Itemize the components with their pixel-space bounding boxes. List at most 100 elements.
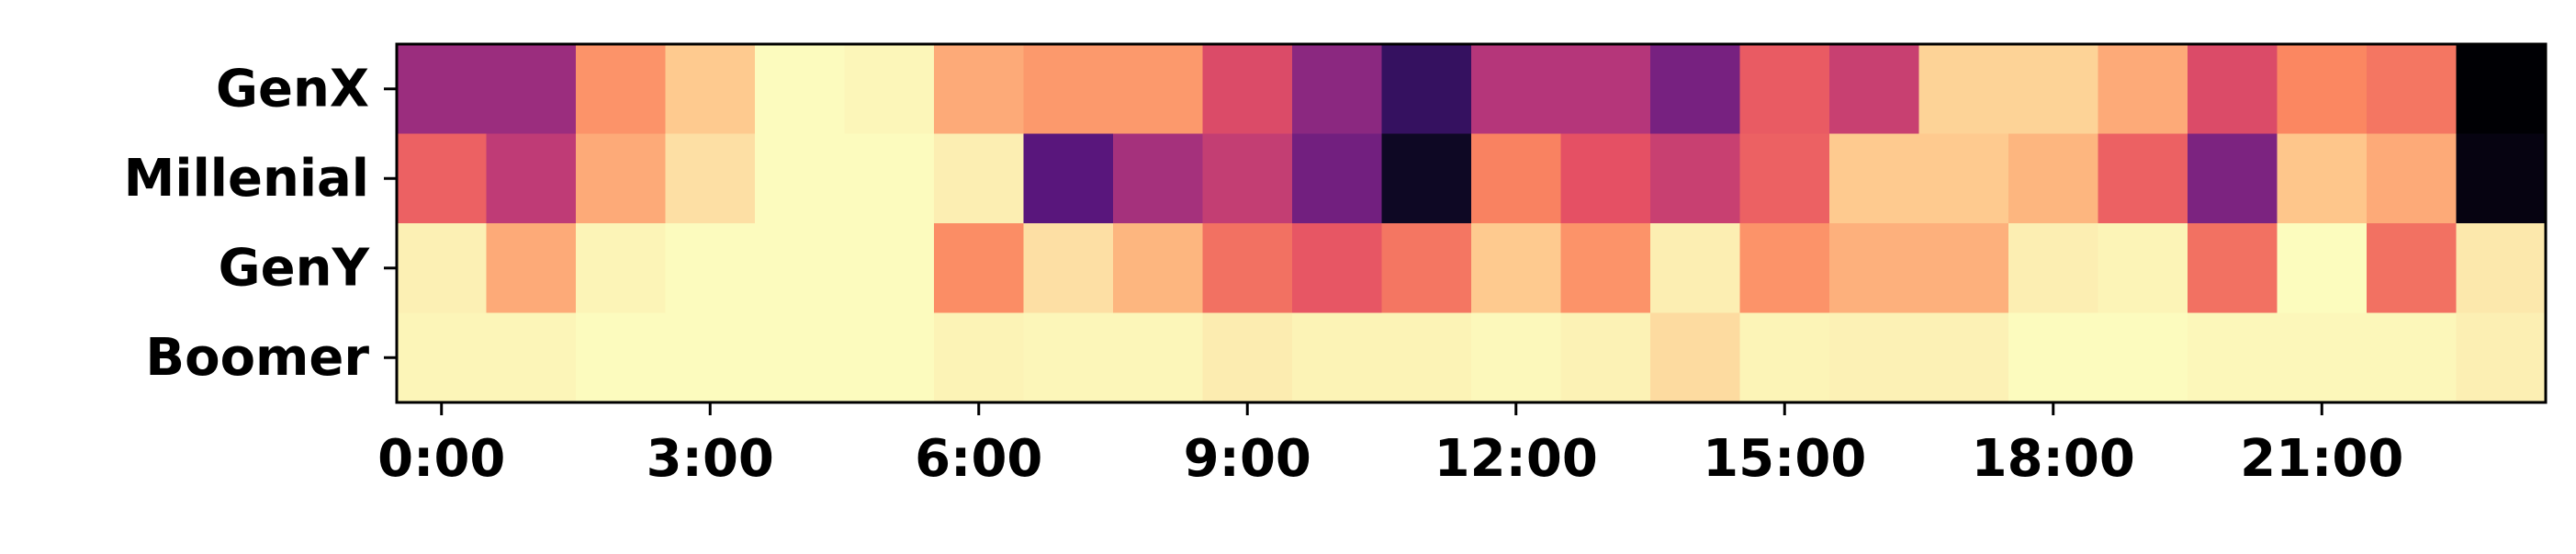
heatmap-cell-boomer-h17	[1918, 312, 2009, 403]
heatmap-cell-genx-h23	[2456, 44, 2547, 135]
heatmap-cell-geny-h2	[576, 223, 667, 314]
x-axis: 0:00 3:00 6:00 9:00 12:00 15:00 18:00 21:00	[377, 402, 2403, 489]
heatmap-cell-millenial-h0	[397, 133, 488, 224]
heatmap-cell-geny-h19	[2098, 223, 2188, 314]
heatmap-cell-boomer-h9	[1202, 312, 1293, 403]
heatmap-cell-geny-h6	[934, 223, 1025, 314]
heatmap-cell-boomer-h16	[1829, 312, 1920, 403]
heatmap-cell-genx-h0	[397, 44, 488, 135]
heatmap-cell-genx-h14	[1650, 44, 1741, 135]
x-tick-label-21: 21:00	[2240, 429, 2403, 489]
heatmap-cell-boomer-h11	[1381, 312, 1472, 403]
heatmap-cell-genx-h15	[1739, 44, 1830, 135]
heatmap-cell-boomer-h1	[486, 312, 577, 403]
heatmap-cell-millenial-h9	[1202, 133, 1293, 224]
heatmap-cell-boomer-h2	[576, 312, 667, 403]
heatmap-cell-geny-h18	[2008, 223, 2099, 314]
heatmap-cell-geny-h14	[1650, 223, 1741, 314]
heatmap-cell-genx-h9	[1202, 44, 1293, 135]
heatmap-cell-millenial-h3	[665, 133, 756, 224]
heatmap-cell-geny-h17	[1918, 223, 2009, 314]
heatmap-cell-boomer-h0	[397, 312, 488, 403]
heatmap-cell-boomer-h22	[2367, 312, 2458, 403]
heatmap-cell-geny-h7	[1023, 223, 1114, 314]
heatmap-cell-millenial-h23	[2456, 133, 2547, 224]
heatmap-cell-genx-h7	[1023, 44, 1114, 135]
y-tick-label-genx: GenX	[216, 59, 369, 119]
heatmap-cell-boomer-h14	[1650, 312, 1741, 403]
heatmap-cell-geny-h16	[1829, 223, 1920, 314]
heatmap-cell-millenial-h22	[2367, 133, 2458, 224]
heatmap-cell-geny-h1	[486, 223, 577, 314]
heatmap-cell-boomer-h7	[1023, 312, 1114, 403]
heatmap-cell-genx-h1	[486, 44, 577, 135]
heatmap-cell-genx-h22	[2367, 44, 2458, 135]
heatmap-cell-geny-h9	[1202, 223, 1293, 314]
heatmap-cell-genx-h2	[576, 44, 667, 135]
heatmap-cell-boomer-h15	[1739, 312, 1830, 403]
y-tick-label-millenial: Millenial	[124, 149, 369, 209]
heatmap-cell-millenial-h11	[1381, 133, 1472, 224]
heatmap-cell-geny-h22	[2367, 223, 2458, 314]
heatmap-cell-genx-h6	[934, 44, 1025, 135]
heatmap-cell-boomer-h13	[1560, 312, 1651, 403]
heatmap-cell-genx-h4	[755, 44, 846, 135]
heatmap-cell-boomer-h6	[934, 312, 1025, 403]
heatmap-cell-boomer-h8	[1113, 312, 1204, 403]
heatmap-cell-boomer-h12	[1471, 312, 1562, 403]
heatmap-cell-millenial-h16	[1829, 133, 1920, 224]
heatmap-cell-boomer-h19	[2098, 312, 2188, 403]
heatmap-cell-boomer-h21	[2277, 312, 2368, 403]
heatmap-cell-geny-h0	[397, 223, 488, 314]
heatmap-cell-millenial-h15	[1739, 133, 1830, 224]
heatmap-cell-millenial-h12	[1471, 133, 1562, 224]
heatmap-cell-millenial-h1	[486, 133, 577, 224]
heatmap-cell-millenial-h17	[1918, 133, 2009, 224]
heatmap-cell-geny-h4	[755, 223, 846, 314]
heatmap-cell-genx-h3	[665, 44, 756, 135]
heatmap-cell-geny-h8	[1113, 223, 1204, 314]
heatmap-cell-boomer-h3	[665, 312, 756, 403]
plot-frame	[395, 42, 2548, 404]
heatmap-cell-geny-h5	[844, 223, 935, 314]
heatmap-cell-geny-h20	[2188, 223, 2278, 314]
x-tick-label-0: 0:00	[377, 429, 505, 489]
heatmap-cell-genx-h18	[2008, 44, 2099, 135]
heatmap-cell-millenial-h8	[1113, 133, 1204, 224]
y-tick-label-geny: GenY	[219, 238, 371, 298]
x-tick-label-3: 3:00	[647, 429, 774, 489]
heatmap-cell-millenial-h20	[2188, 133, 2278, 224]
heatmap-cell-millenial-h6	[934, 133, 1025, 224]
heatmap-cell-boomer-h18	[2008, 312, 2099, 403]
heatmap-cell-boomer-h23	[2456, 312, 2547, 403]
heatmap-cell-millenial-h19	[2098, 133, 2188, 224]
heatmap-cell-geny-h13	[1560, 223, 1651, 314]
heatmap-cell-genx-h12	[1471, 44, 1562, 135]
heatmap-cell-millenial-h7	[1023, 133, 1114, 224]
heatmap-cell-millenial-h13	[1560, 133, 1651, 224]
y-tick-label-boomer: Boomer	[145, 328, 369, 388]
y-axis: GenX Millenial GenY Boomer	[124, 59, 397, 388]
x-tick-label-12: 12:00	[1434, 429, 1598, 489]
heatmap-cell-genx-h21	[2277, 44, 2368, 135]
heatmap-cell-millenial-h18	[2008, 133, 2099, 224]
heatmap-cell-genx-h20	[2188, 44, 2278, 135]
heatmap-cell-genx-h17	[1918, 44, 2009, 135]
heatmap-cell-genx-h5	[844, 44, 935, 135]
heatmap-cell-geny-h10	[1292, 223, 1383, 314]
heatmap-cell-genx-h10	[1292, 44, 1383, 135]
heatmap-cell-millenial-h14	[1650, 133, 1741, 224]
heatmap-cell-geny-h23	[2456, 223, 2547, 314]
heatmap-cell-millenial-h5	[844, 133, 935, 224]
x-tick-label-6: 6:00	[915, 429, 1042, 489]
heatmap-cell-genx-h16	[1829, 44, 1920, 135]
heatmap-cell-boomer-h5	[844, 312, 935, 403]
heatmap-cell-genx-h19	[2098, 44, 2188, 135]
heatmap-cell-genx-h11	[1381, 44, 1472, 135]
heatmap-cell-geny-h12	[1471, 223, 1562, 314]
heatmap-cells	[397, 44, 2547, 403]
heatmap-cell-millenial-h21	[2277, 133, 2368, 224]
heatmap-cell-geny-h11	[1381, 223, 1472, 314]
x-tick-label-15: 15:00	[1703, 429, 1866, 489]
